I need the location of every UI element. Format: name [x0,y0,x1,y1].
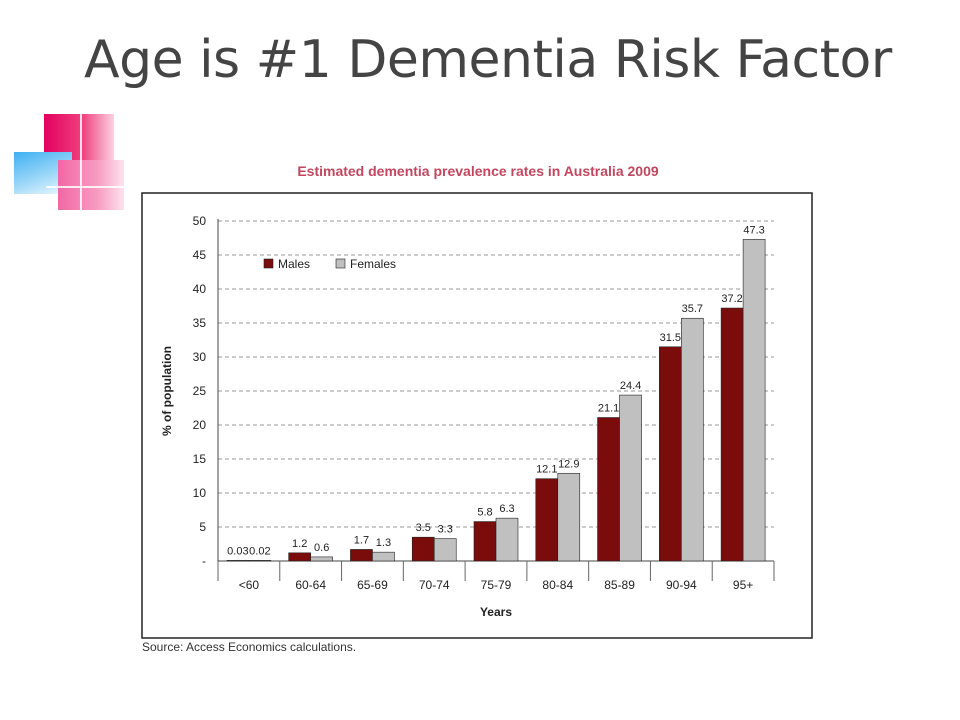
x-tick-label: 85-89 [604,578,635,592]
slide-title: Age is #1 Dementia Risk Factor [84,30,892,90]
legend-swatch-females [335,258,346,269]
data-label: 5.8 [477,507,492,519]
bar-males [720,307,744,562]
data-label: 21.1 [598,403,619,415]
legend-label-males: Males [278,257,310,271]
x-tick-label: 75-79 [481,578,512,592]
bar-females [681,317,704,562]
y-tick-label: 50 [193,214,207,228]
data-label: 35.7 [682,303,703,315]
bar-males [473,521,497,562]
data-label: 3.3 [438,524,453,536]
bar-males [411,536,435,562]
bar-females [248,560,272,562]
bar-males [288,552,311,562]
bar-males [597,417,620,562]
x-tick-label: 65-69 [357,578,388,592]
y-tick-label: 45 [193,248,207,262]
bar-males [659,346,682,562]
y-tick-label: 25 [193,384,207,398]
data-label: 0.6 [314,542,329,554]
y-axis-title: % of population [160,346,174,436]
y-tick-label: 5 [199,520,206,534]
bar-females [433,538,457,562]
data-label: 12.1 [536,464,557,476]
source-note: Source: Access Economics calculations. [142,640,357,654]
data-label: 0.02 [249,545,270,557]
bar-females [619,394,642,562]
decorative-line-vertical [80,104,82,216]
bar-females [372,551,395,562]
y-tick-label: - [202,554,206,568]
y-tick-label: 10 [193,486,207,500]
bar-females [310,556,333,562]
data-label: 24.4 [620,380,641,392]
bar-males [535,478,559,562]
bar-females [742,239,766,562]
legend-label-females: Females [350,257,396,271]
data-label: 3.5 [416,522,431,534]
y-tick-label: 15 [193,452,207,466]
y-tick-label: 35 [193,316,207,330]
data-label: 47.3 [743,224,764,236]
decorative-pink-block-small [58,160,124,210]
x-tick-label: 90-94 [666,578,697,592]
x-tick-label: <60 [239,578,260,592]
data-label: 1.2 [292,538,307,550]
data-label: 12.9 [558,458,579,470]
bar-females [495,517,519,562]
x-tick-label: 80-84 [542,578,573,592]
y-tick-label: 20 [193,418,207,432]
bar-males [226,560,250,562]
bar-males [350,549,373,562]
data-label: 6.3 [499,503,514,515]
y-tick-label: 30 [193,350,207,364]
data-label: 1.3 [376,537,391,549]
x-tick-label: 70-74 [419,578,450,592]
legend-swatch-males [263,258,274,269]
data-label: 1.7 [354,534,369,546]
y-tick-label: 40 [193,282,207,296]
x-tick-label: 60-64 [295,578,326,592]
chart-frame [141,192,813,639]
bar-females [557,472,581,562]
x-tick-label: 95+ [733,578,753,592]
x-axis-title: Years [480,605,512,619]
chart-title: Estimated dementia prevalence rates in A… [297,163,659,179]
decorative-line-horizontal [46,186,126,188]
data-label: 37.2 [721,293,742,305]
data-label: 31.5 [660,332,681,344]
data-label: 0.03 [227,545,248,557]
